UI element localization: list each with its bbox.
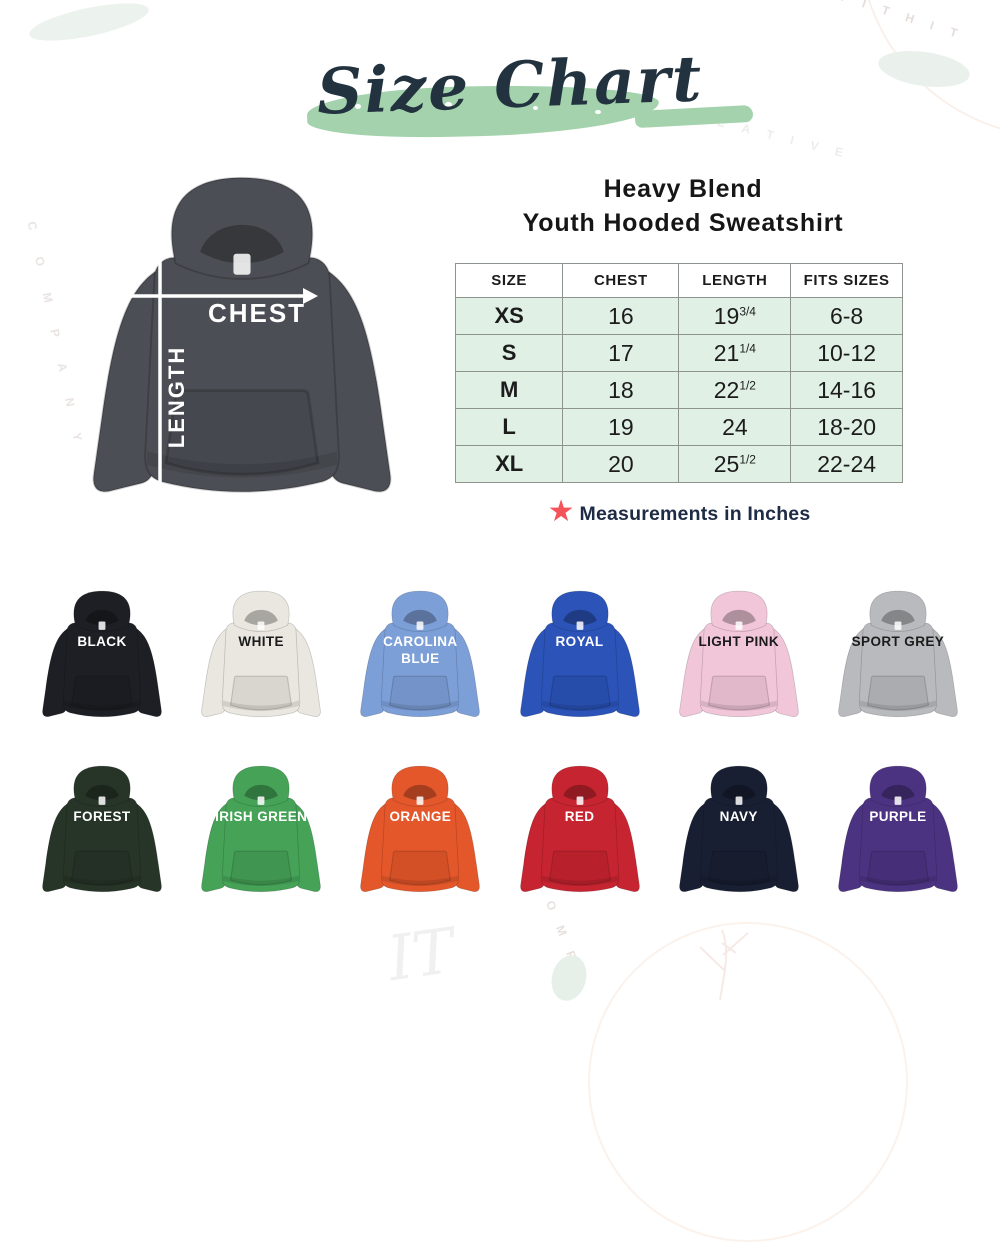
watermark-withit-text: W I T H I T (833, 0, 966, 43)
size-table-header-row: SIZE CHEST LENGTH FITS SIZES (454, 263, 903, 298)
star-icon: ★ (547, 495, 575, 528)
column-header-fits-sizes: FITS SIZES (790, 263, 903, 298)
length-dimension-label: LENGTH (164, 345, 189, 449)
cell-size: XS (454, 297, 564, 335)
hoodie-color-label: SPORT GREY (851, 634, 945, 649)
size-table-row-xs: XS 16 193/4 6-8 (454, 297, 903, 335)
hoodie-graphic (678, 590, 799, 718)
cell-length: 193/4 (678, 297, 792, 335)
hoodie-graphic (838, 590, 958, 718)
hoodie-swatch-red: RED (504, 753, 656, 925)
size-table-row-xl: XL 20 251/2 22-24 (454, 445, 903, 483)
hoodie-color-label: FOREST (73, 809, 131, 824)
cell-size: S (454, 334, 564, 372)
cell-chest: 20 (562, 445, 680, 483)
product-name-line1: Heavy Blend (603, 175, 763, 203)
hoodie-swatch-forest: FOREST (26, 753, 178, 925)
cell-length: 211/4 (678, 334, 792, 372)
hoodie-graphic (92, 176, 392, 493)
hoodie-swatch-sport-grey: SPORT GREY (822, 578, 974, 750)
hoodie-graphic (42, 590, 162, 718)
hoodie-graphic (201, 590, 321, 718)
hoodie-color-label: ROYAL (555, 634, 604, 649)
cell-chest: 17 (562, 334, 680, 372)
hoodie-graphic (678, 765, 799, 893)
hoodie-color-label: WHITE (238, 634, 284, 649)
watermark-leaf-blob-top-right (876, 45, 972, 93)
measurement-arrows (104, 243, 318, 517)
diagram-hoodie-graphic (52, 155, 432, 540)
cell-size: L (454, 408, 564, 446)
hoodie-color-label: BLACK (77, 634, 127, 649)
size-table-row-l: L 19 24 18-20 (454, 408, 903, 446)
cell-chest: 19 (562, 408, 680, 446)
hoodie-graphic (201, 765, 321, 893)
hoodie-swatch-navy: NAVY (663, 753, 815, 925)
hoodie-color-label: LIGHT PINK (698, 634, 779, 649)
watermark-leaf-blob-bottom (546, 951, 592, 1005)
hoodie-color-label: NAVY (719, 809, 758, 824)
hoodie-swatch-irish-green: IRISH GREEN (185, 753, 337, 925)
product-heading: Heavy Blend Youth Hooded Sweatshirt (438, 172, 928, 240)
hoodie-color-label: PURPLE (869, 809, 927, 824)
hoodie-swatch-purple: PURPLE (822, 753, 974, 925)
hoodie-color-label: RED (564, 809, 595, 824)
size-table-body: XS 16 193/4 6-8 S 17 211/4 10-12 M 18 221/2 14-16 L 1… (454, 297, 903, 483)
hoodie-graphic (360, 590, 481, 718)
cell-fits-sizes: 6-8 (790, 297, 903, 335)
hoodie-swatch-royal: ROYAL (504, 578, 656, 750)
cell-length: 251/2 (678, 445, 792, 483)
hoodie-color-row-2: FOREST IRISH GREEN ORANGE RED NAVY (26, 753, 974, 928)
hoodie-graphic (519, 765, 640, 893)
watermark-leaf-blob-top-left (26, 0, 152, 49)
hoodie-swatch-white: WHITE (185, 578, 337, 750)
units-note: ★ Measurements in Inches (455, 495, 903, 529)
cell-chest: 18 (562, 371, 680, 409)
hoodie-graphic (360, 765, 481, 893)
hoodie-swatch-carolina-blue: CAROLINA BLUE (344, 578, 496, 750)
cell-chest: 16 (562, 297, 680, 335)
hoodie-swatch-orange: ORANGE (344, 753, 496, 925)
hoodie-swatch-light-pink: LIGHT PINK (663, 578, 815, 750)
hoodie-graphic (838, 765, 958, 893)
column-header-length: LENGTH (678, 263, 792, 298)
cell-length: 221/2 (678, 371, 792, 409)
watermark-circle-top-right (858, 0, 1000, 138)
hoodie-swatch-black: BLACK (26, 578, 178, 750)
title-banner: Size Chart (295, 41, 754, 158)
column-header-size: SIZE (454, 263, 564, 298)
product-name-line2: Youth Hooded Sweatshirt (522, 209, 844, 237)
hoodie-color-label: IRISH GREEN (215, 809, 308, 824)
size-table-row-s: S 17 211/4 10-12 (454, 334, 903, 372)
page-title: Size Chart (315, 41, 705, 129)
chest-dimension-label: CHEST (207, 298, 307, 328)
cell-fits-sizes: 10-12 (790, 334, 903, 372)
size-chart-page: { "title": { "text": "Size Chart", "brus… (24, 0, 1000, 1242)
hoodie-color-label: CAROLINA BLUE (383, 634, 458, 666)
cell-fits-sizes: 14-16 (790, 371, 903, 409)
watermark-branch-doodle (699, 929, 749, 1000)
units-note-text: Measurements in Inches (579, 502, 811, 525)
hoodie-color-row-1: BLACK WHITE CAROLINA BLUE ROYAL LIGHT PI… (26, 578, 974, 753)
column-header-chest: CHEST (562, 263, 680, 298)
size-table: SIZE CHEST LENGTH FITS SIZES XS 16 193/4 6-… (454, 263, 903, 483)
cell-fits-sizes: 18-20 (790, 408, 903, 446)
cell-fits-sizes: 22-24 (790, 445, 903, 483)
measurement-diagram: CHEST LENGTH (52, 155, 432, 535)
cell-size: M (454, 371, 564, 409)
cell-length: 24 (678, 408, 792, 446)
cell-size: XL (454, 445, 564, 483)
size-table-row-m: M 18 221/2 14-16 (454, 371, 903, 409)
hoodie-graphic (519, 590, 640, 718)
hoodie-color-label: ORANGE (389, 809, 452, 824)
watermark-circle-bottom (588, 922, 908, 1242)
hoodie-graphic (42, 765, 162, 893)
